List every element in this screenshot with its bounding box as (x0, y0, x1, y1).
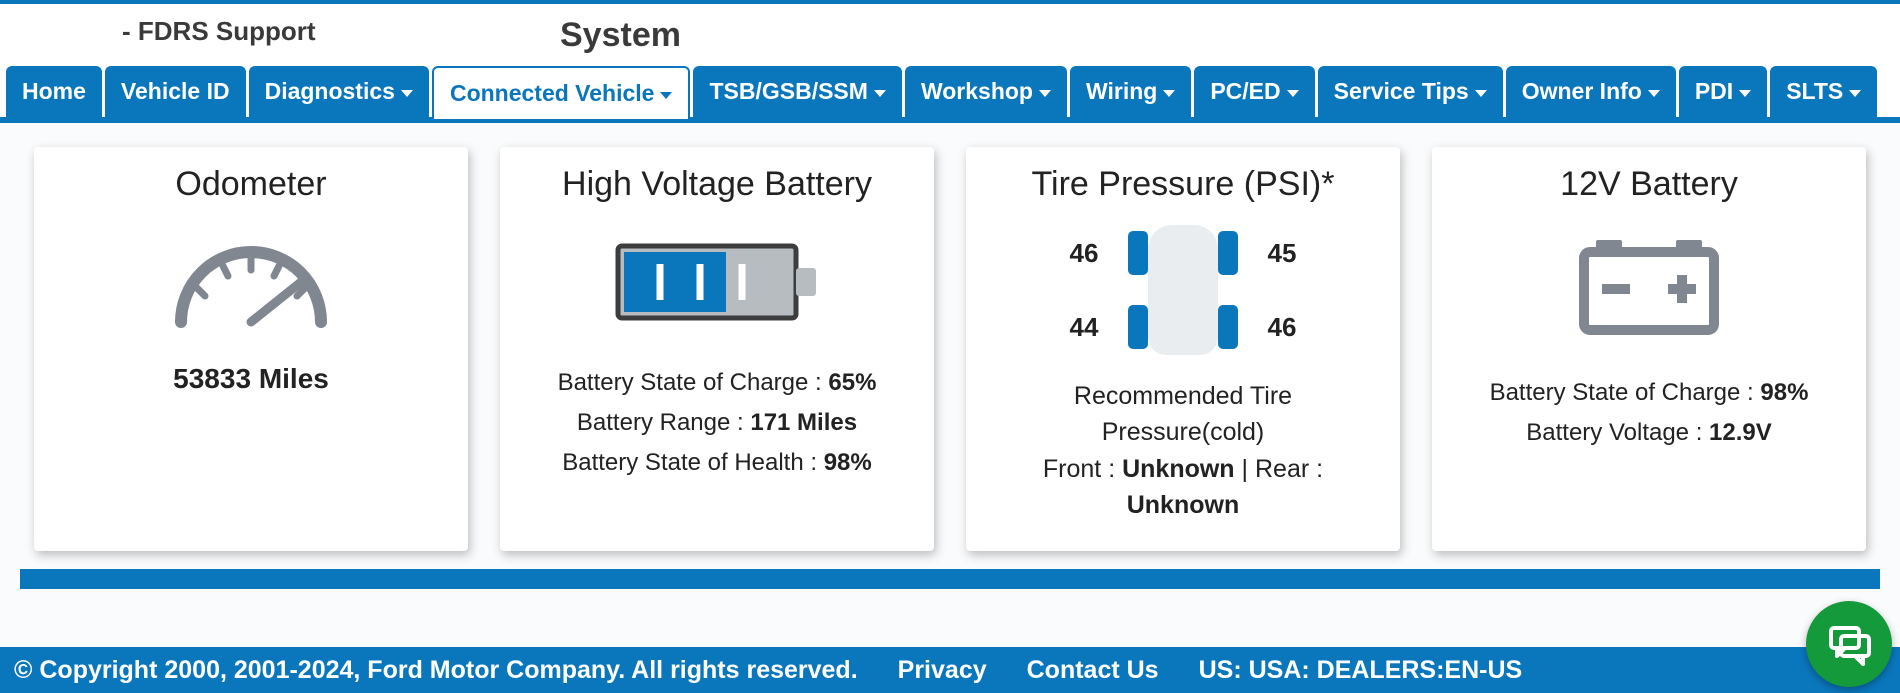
nav-tab-diagnostics[interactable]: Diagnostics (249, 66, 429, 117)
tire-rear-label: Rear : (1255, 455, 1323, 483)
wheel-icon (1128, 231, 1148, 275)
nav-tab-tsb-gsb-ssm[interactable]: TSB/GSB/SSM (693, 66, 901, 117)
lv-battery-card: 12V Battery Battery State of Charge : 98… (1432, 147, 1866, 551)
odometer-card: Odometer 53833 Miles (34, 147, 468, 551)
hv-soh-value: 98% (824, 449, 872, 476)
nav-tab-pdi[interactable]: PDI (1679, 66, 1767, 117)
lv-battery-title: 12V Battery (1560, 165, 1738, 204)
odometer-unit: Miles (259, 363, 329, 394)
system-heading: System (560, 16, 681, 55)
tire-diagram: 46 45 44 46 (1054, 228, 1312, 352)
nav-tab-label: Service Tips (1334, 78, 1469, 105)
hv-range-value: 171 Miles (750, 409, 857, 436)
wheel-icon (1218, 305, 1238, 349)
footer-bar: © Copyright 2000, 2001-2024, Ford Motor … (0, 647, 1900, 693)
nav-tab-label: Workshop (921, 78, 1033, 105)
hv-battery-card: High Voltage Battery Battery State of Ch… (500, 147, 934, 551)
hv-battery-icon (612, 232, 822, 337)
tire-title: Tire Pressure (PSI)* (1032, 165, 1335, 204)
tire-rl-value: 44 (1070, 312, 1099, 343)
car-body-icon (1148, 225, 1218, 355)
nav-tab-workshop[interactable]: Workshop (905, 66, 1067, 117)
header-strip: - FDRS Support System (0, 0, 1900, 64)
tire-pressure-card: Tire Pressure (PSI)* 46 45 44 46 Recomme… (966, 147, 1400, 551)
nav-tab-home[interactable]: Home (6, 66, 102, 117)
main-nav: Home Vehicle ID Diagnostics Connected Vehic… (0, 64, 1900, 123)
lv-soc-label: Battery State of Charge : (1490, 379, 1761, 406)
nav-tab-label: SLTS (1786, 78, 1843, 105)
odometer-value: 53833 Miles (173, 363, 329, 395)
nav-tab-slts[interactable]: SLTS (1770, 66, 1877, 117)
tire-rec-line2: Pressure(cold) (1043, 414, 1323, 450)
lv-volt-value: 12.9V (1709, 419, 1772, 446)
chevron-down-icon (874, 90, 886, 97)
dashboard-cards: Odometer 53833 Miles High Voltage Batter… (0, 123, 1900, 551)
hv-range-line: Battery Range : 171 Miles (577, 409, 857, 437)
hv-soh-label: Battery State of Health : (562, 449, 823, 476)
chevron-down-icon (1287, 90, 1299, 97)
nav-tab-wiring[interactable]: Wiring (1070, 66, 1191, 117)
tire-rec-values: Front : Unknown | Rear : (1043, 451, 1323, 487)
nav-tab-label: Owner Info (1522, 78, 1642, 105)
hv-battery-title: High Voltage Battery (562, 165, 872, 204)
chevron-down-icon (1849, 90, 1861, 97)
lv-soc-line: Battery State of Charge : 98% (1490, 379, 1809, 407)
tire-rec-line1: Recommended Tire (1043, 378, 1323, 414)
hv-soc-value: 65% (828, 369, 876, 396)
footer-locale: US: USA: DEALERS:EN-US (1199, 656, 1523, 685)
tire-fr-value: 45 (1268, 238, 1297, 269)
chevron-down-icon (401, 90, 413, 97)
tire-rear-value: Unknown (1127, 491, 1240, 519)
lv-volt-line: Battery Voltage : 12.9V (1526, 419, 1772, 447)
chevron-down-icon (1648, 90, 1660, 97)
chat-button[interactable] (1806, 601, 1892, 687)
gauge-icon (161, 232, 341, 337)
tire-front-label: Front : (1043, 455, 1122, 483)
hv-soc-label: Battery State of Charge : (558, 369, 829, 396)
lv-volt-label: Battery Voltage : (1526, 419, 1709, 446)
footer-privacy-link[interactable]: Privacy (898, 656, 987, 685)
nav-tab-connected-vehicle[interactable]: Connected Vehicle (432, 66, 691, 119)
footer-contact-link[interactable]: Contact Us (1027, 656, 1159, 685)
footer-copyright: © Copyright 2000, 2001-2024, Ford Motor … (14, 656, 858, 685)
chevron-down-icon (1475, 90, 1487, 97)
lv-soc-value: 98% (1760, 379, 1808, 406)
chevron-down-icon (1039, 90, 1051, 97)
nav-tab-label: Home (22, 78, 86, 105)
wheel-icon (1218, 231, 1238, 275)
tire-fl-value: 46 (1070, 238, 1099, 269)
nav-tab-label: Connected Vehicle (450, 80, 655, 107)
nav-tab-label: Wiring (1086, 78, 1157, 105)
tire-recommended-block: Recommended Tire Pressure(cold) Front : … (1043, 378, 1323, 523)
chevron-down-icon (660, 92, 672, 99)
car-battery-icon (1574, 232, 1724, 347)
fdrs-support-text: - FDRS Support (122, 16, 316, 47)
separator-bar (20, 569, 1880, 589)
nav-tab-label: TSB/GSB/SSM (709, 78, 867, 105)
odometer-number: 53833 (173, 363, 251, 394)
nav-tab-vehicle-id[interactable]: Vehicle ID (105, 66, 246, 117)
hv-soh-line: Battery State of Health : 98% (562, 449, 872, 477)
chevron-down-icon (1739, 90, 1751, 97)
wheel-icon (1128, 305, 1148, 349)
nav-tab-label: PDI (1695, 78, 1733, 105)
nav-tab-label: Diagnostics (265, 78, 395, 105)
nav-tab-label: Vehicle ID (121, 78, 230, 105)
tire-front-value: Unknown (1122, 455, 1235, 483)
hv-soc-line: Battery State of Charge : 65% (558, 369, 877, 397)
hv-range-label: Battery Range : (577, 409, 750, 436)
tire-sep: | (1235, 455, 1255, 483)
chat-icon (1825, 620, 1873, 668)
odometer-title: Odometer (175, 165, 326, 204)
nav-tab-owner-info[interactable]: Owner Info (1506, 66, 1676, 117)
chevron-down-icon (1163, 90, 1175, 97)
nav-tab-service-tips[interactable]: Service Tips (1318, 66, 1503, 117)
nav-tab-pc-ed[interactable]: PC/ED (1194, 66, 1314, 117)
tire-rear-value-line: Unknown (1043, 487, 1323, 523)
tire-rr-value: 46 (1268, 312, 1297, 343)
nav-tab-label: PC/ED (1210, 78, 1280, 105)
